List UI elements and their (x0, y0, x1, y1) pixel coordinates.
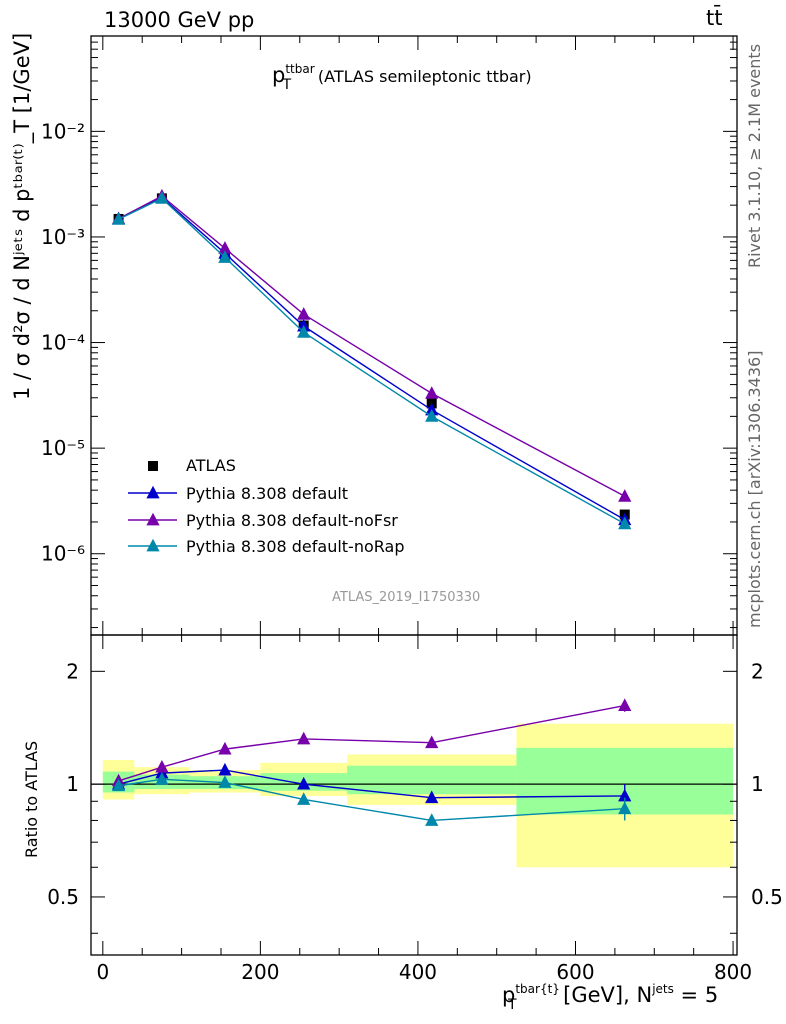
ratio-marker (618, 788, 632, 802)
ratio-series-2 (111, 772, 632, 826)
x-tick-label: 800 (714, 960, 752, 984)
main-y-tick-label: 10⁻³ (41, 225, 85, 249)
ratio-plot-frame (90, 634, 738, 956)
analysis-id-label: ATLAS_2019_I1750330 (332, 590, 481, 605)
ratio-marker (618, 801, 632, 815)
ratio-y-tick-label-right: 0.5 (751, 885, 783, 909)
legend-label-nofsr: Pythia 8.308 default-noFsr (186, 511, 398, 530)
series-marker (297, 307, 311, 320)
legend-label-norap: Pythia 8.308 default-noRap (186, 537, 405, 556)
ratio-y-tick-label-right: 2 (751, 659, 764, 683)
ratio-y-axis-label: Ratio to ATLAS (22, 740, 41, 858)
series-marker (218, 241, 232, 254)
ratio-marker (155, 772, 169, 785)
ratio-marker (218, 762, 232, 776)
ratio-marker (618, 698, 632, 712)
x-tick-label: 400 (399, 960, 437, 984)
rivet-version-label: Rivet 3.1.10, ≥ 2.1M events (745, 43, 764, 268)
series-marker (155, 191, 169, 204)
x-tick-label: 0 (96, 960, 109, 984)
x-tick-label: 200 (241, 960, 279, 984)
series-marker (297, 325, 311, 338)
series-3 (111, 191, 632, 530)
series-line (118, 195, 626, 497)
ratio-y-tick-label: 0.5 (47, 885, 79, 909)
ratio-line (118, 778, 625, 822)
ratio-marker (155, 759, 169, 773)
legend-label-default: Pythia 8.308 default (186, 484, 349, 503)
ratio-marker (297, 776, 311, 790)
ratio-marker (425, 813, 439, 826)
series-2 (111, 188, 632, 502)
main-y-tick-label: 10⁻⁴ (41, 331, 85, 355)
ratio-series-1 (111, 698, 632, 787)
series-marker (425, 409, 439, 422)
series-marker (111, 212, 126, 225)
legend-marker-atlas (148, 461, 158, 471)
series-marker (425, 386, 439, 399)
ratio-marker (425, 790, 439, 804)
series-line (118, 197, 626, 525)
ratio-marker (297, 792, 311, 805)
x-ticks (102, 36, 734, 955)
main-y-tick-label: 10⁻⁶ (41, 542, 85, 566)
main-y-axis-label: 1 / σ d²σ / d Nʲᵉᵗˢ d pᵗᵇᵃʳ⁽ᵗ⁾_T [1/GeV] (10, 32, 34, 400)
ratio-y-ticks (91, 670, 737, 934)
ratio-marker (218, 775, 232, 788)
legend-marker (146, 512, 160, 526)
ratio-y-tick-label-right: 1 (751, 772, 764, 796)
source-label: mcplots.cern.ch [arXiv:1306.3436] (745, 350, 764, 628)
main-y-tick-label: 10⁻⁵ (41, 436, 85, 460)
process-label: tt̄ (706, 6, 723, 30)
legend-marker (146, 485, 160, 499)
main-y-tick-label: 10⁻² (41, 119, 85, 143)
x-tick-label: 600 (556, 960, 594, 984)
legend-marker (146, 538, 160, 552)
ratio-bands (102, 723, 734, 868)
plot-title: pttbarT (ATLAS semileptonic ttbar) (272, 62, 532, 93)
series-marker (218, 250, 232, 263)
legend-label-atlas: ATLAS (186, 456, 236, 475)
ratio-marker (425, 735, 439, 749)
ratio-y-tick-label: 2 (66, 659, 79, 683)
series-marker (425, 402, 439, 416)
ratio-line (118, 769, 625, 799)
ratio-marker (111, 778, 126, 792)
ratio-marker (218, 741, 232, 755)
x-axis-label: ptbar{t}T [GeV], Njets = 5 (502, 982, 719, 1013)
main-y-ticks (91, 35, 737, 629)
energy-label: 13000 GeV pp (104, 8, 255, 32)
legend-markers (128, 461, 177, 552)
ratio-y-tick-label: 1 (66, 772, 79, 796)
series-marker (618, 516, 632, 530)
series-marker (618, 489, 632, 502)
ratio-marker (297, 731, 311, 745)
ratio-line (118, 704, 625, 782)
stat-band-4 (347, 765, 517, 795)
